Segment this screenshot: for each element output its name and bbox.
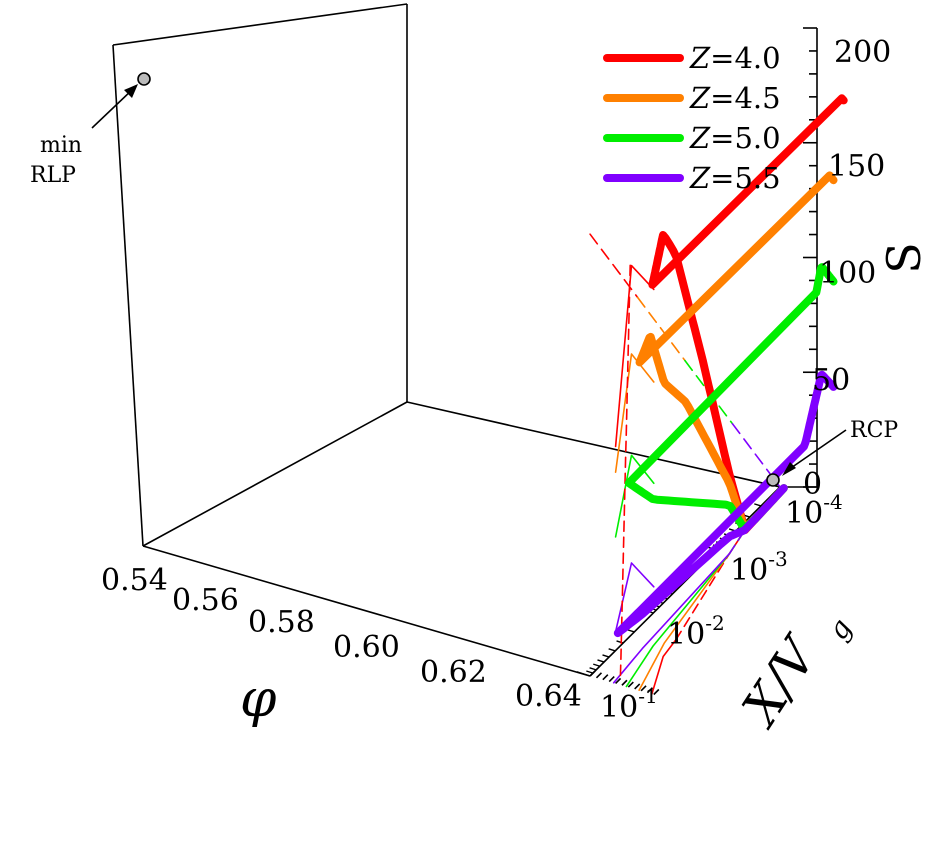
arrowhead-icon xyxy=(124,84,138,98)
xv-tick-mark xyxy=(602,654,610,658)
xv-tick-label: 10-3 xyxy=(730,547,788,588)
box-edge-right-bottom xyxy=(589,486,781,677)
axes-box xyxy=(112,3,818,677)
xv-tick-mark xyxy=(754,503,762,507)
xv-tick-mark xyxy=(589,667,597,671)
phi-tick-label: 0.64 xyxy=(515,679,582,714)
floor-projection-dashed xyxy=(674,487,785,641)
series-line xyxy=(648,94,848,534)
phi-tick-label: 0.58 xyxy=(248,605,315,640)
legend-label: Z=4.5 xyxy=(689,81,781,115)
s-tick-label: 100 xyxy=(819,256,876,291)
series-line xyxy=(624,263,838,533)
wall-projection-solid xyxy=(614,454,655,538)
xv-tick-mark xyxy=(597,659,605,663)
s-tick-label: 200 xyxy=(834,35,891,70)
phi-tick-label: 0.56 xyxy=(172,583,239,618)
phi-axis: 0.54 0.56 0.58 0.60 0.62 0.64 φ xyxy=(101,563,660,729)
series-line xyxy=(635,171,838,532)
wall-projection-solid xyxy=(614,264,655,448)
phi-tick-mark xyxy=(602,674,609,681)
box-edge-back-floor-left xyxy=(142,401,408,547)
phi-tick-mark xyxy=(640,685,647,692)
phi-tick-mark xyxy=(653,688,660,696)
annotation-min-rlp-line2: RLP xyxy=(30,163,76,188)
box-edge-left-vertical xyxy=(112,44,144,547)
s-tick-label: 150 xyxy=(828,149,885,184)
box-edge-front-bottom xyxy=(142,545,591,677)
min-rlp-marker xyxy=(137,72,151,86)
phi-tick-mark xyxy=(589,670,596,677)
xv-axis-label-sub: g xyxy=(821,612,858,645)
annotation-arrow xyxy=(91,87,135,129)
floor-projection-solid xyxy=(625,552,731,688)
phi-tick-label: 0.54 xyxy=(101,563,168,598)
right-wall-projection xyxy=(636,296,686,362)
floor-projection-solid xyxy=(651,639,677,695)
annotation-min-rlp: min RLP xyxy=(30,72,151,188)
wall-projection-solid xyxy=(614,353,655,474)
box-edge-back-floor-right xyxy=(406,401,781,488)
xv-tick-label: 10-1 xyxy=(600,684,658,725)
box-edge-left-top xyxy=(112,3,408,46)
xv-tick-mark xyxy=(616,640,624,644)
curve-layer xyxy=(576,27,848,695)
phi-tick-label: 0.60 xyxy=(333,630,400,665)
phi-tick-mark xyxy=(615,677,622,684)
legend-label: Z=4.0 xyxy=(689,41,781,75)
annotation-rcp: RCP xyxy=(766,418,898,487)
xv-tick-mark xyxy=(627,629,635,633)
xv-tick-mark xyxy=(576,671,591,677)
phi-tick-mark xyxy=(621,679,628,686)
phi-tick-mark xyxy=(627,681,634,688)
s-tick-label: 0 xyxy=(803,467,822,502)
s-axis: 0 50 100 150 200 S xyxy=(803,35,931,502)
phi-tick-label: 0.62 xyxy=(420,655,487,690)
phi-tick-mark xyxy=(595,672,603,679)
legend: Z=4.0 Z=4.5 Z=5.0 Z=5.5 xyxy=(603,41,781,195)
xv-tick-label: 10-4 xyxy=(785,490,843,531)
phi-axis-label: φ xyxy=(240,669,277,729)
phi-tick-mark xyxy=(634,683,641,690)
xv-tick-mark xyxy=(593,663,601,667)
xv-axis-label: X/V xyxy=(729,625,831,738)
phi-tick-mark xyxy=(646,687,653,694)
wall-projection-solid xyxy=(614,562,655,633)
legend-label: Z=5.0 xyxy=(689,121,781,155)
floor-projection-solid xyxy=(638,552,731,692)
rcp-marker xyxy=(766,473,780,487)
annotation-arrow xyxy=(787,429,847,471)
wall-drop-dashed xyxy=(619,264,632,678)
annotation-rcp-label: RCP xyxy=(850,418,898,443)
series-line xyxy=(613,370,838,638)
s-axis-label: S xyxy=(877,242,931,274)
annotation-min-rlp-line1: min xyxy=(40,133,82,158)
xv-tick-label: 10-2 xyxy=(667,611,725,652)
phi-tick-mark xyxy=(608,675,615,683)
floor-projection-solid xyxy=(612,552,731,684)
legend-label: Z=5.5 xyxy=(689,161,781,195)
xv-tick-mark xyxy=(586,670,594,674)
xv-tick-mark xyxy=(608,648,616,652)
s-tick-label: 50 xyxy=(812,363,850,398)
arrowhead-icon xyxy=(782,462,796,476)
